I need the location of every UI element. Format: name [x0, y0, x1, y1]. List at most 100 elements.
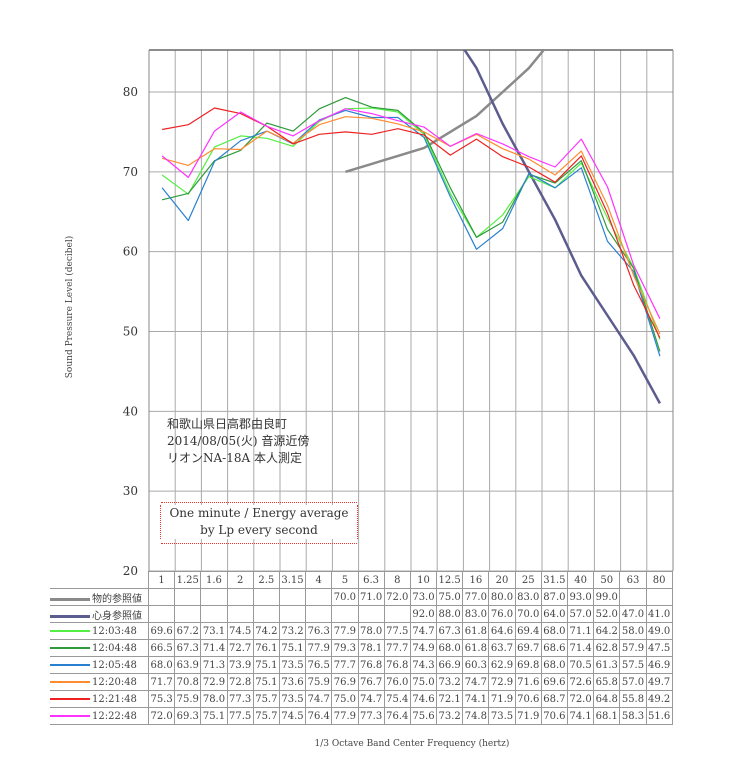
- table-cell: 78.0: [200, 690, 228, 708]
- table-cell: [226, 605, 254, 623]
- legend-entry: 12:03:48: [50, 622, 149, 640]
- table-cell: 71.7: [147, 673, 176, 691]
- table-cell: 47.0: [619, 605, 647, 623]
- table-cell: 77.0: [462, 588, 490, 606]
- table-cell: 73.1: [200, 622, 228, 640]
- table-cell: 71.4: [200, 639, 228, 657]
- table-cell: 41.0: [645, 605, 673, 623]
- series-line-1: [463, 50, 661, 404]
- table-cell: 60.3: [462, 656, 490, 674]
- table-cell: 75.1: [252, 673, 280, 691]
- table-cell: 57.5: [619, 656, 647, 674]
- table-cell: 77.7: [331, 656, 359, 674]
- table-corner: [50, 572, 149, 589]
- table-cell: 71.9: [488, 690, 516, 708]
- table-cell: 74.9: [409, 639, 438, 657]
- table-cell: 75.7: [252, 690, 280, 708]
- table-cell: 78.1: [357, 639, 385, 657]
- table-row: 心身参照値 92.0 88.0 83.0 76.0 70.0 64.0 57.0 52.0 47.…: [50, 605, 673, 623]
- x-tick-label: 1: [147, 571, 176, 589]
- annotation-date: 2014/08/05(火) 音源近傍: [167, 434, 310, 448]
- table-cell: 72.7: [226, 639, 254, 657]
- table-row: 12:20:48 71.7 70.8 72.9 72.8 75.1 73.6 75.9 76.9…: [50, 673, 673, 691]
- legend-label: 心身参照値: [92, 610, 142, 622]
- table-cell: [357, 605, 385, 623]
- table-cell: [174, 588, 202, 606]
- table-cell: 49.0: [645, 622, 673, 640]
- table-cell: 75.0: [409, 673, 438, 691]
- table-cell: 76.4: [383, 707, 411, 725]
- table-cell: 77.5: [226, 707, 254, 725]
- x-tick-label: 25: [514, 571, 542, 589]
- legend-entry: 12:04:48: [50, 639, 149, 657]
- table-cell: 76.0: [383, 673, 411, 691]
- table-cell: 68.0: [436, 639, 464, 657]
- table-cell: 75.0: [436, 588, 464, 606]
- legend-entry: 12:21:48: [50, 690, 149, 708]
- table-cell: [252, 605, 280, 623]
- table-cell: 73.9: [226, 656, 254, 674]
- x-tick-label: 1.25: [174, 571, 202, 589]
- x-tick-label: 80: [645, 571, 673, 589]
- series-line-0: [345, 50, 546, 173]
- table-cell: 75.7: [252, 707, 280, 725]
- x-tick-label: 20: [488, 571, 516, 589]
- legend-label: 物的参照値: [92, 593, 142, 605]
- table-cell: 74.5: [226, 622, 254, 640]
- table-cell: 74.5: [278, 707, 307, 725]
- table-cell: 70.6: [540, 707, 569, 725]
- table-cell: 75.6: [409, 707, 438, 725]
- table-cell: 65.8: [593, 673, 621, 691]
- table-cell: 77.9: [331, 622, 359, 640]
- table-cell: 72.0: [147, 707, 176, 725]
- y-tick-label: 80: [123, 85, 138, 99]
- table-cell: 73.2: [278, 622, 307, 640]
- table-cell: 67.3: [174, 639, 202, 657]
- table-cell: 76.0: [488, 605, 516, 623]
- table-cell: [331, 605, 359, 623]
- table-cell: 74.7: [357, 690, 385, 708]
- legend-swatch: [50, 630, 90, 632]
- series-line-5: [161, 116, 661, 335]
- y-axis-ticks: 20 30 40 50 60 70 80: [123, 85, 138, 578]
- legend-entry: 物的参照値: [50, 588, 149, 606]
- x-tick-label: 1.6: [200, 571, 228, 589]
- table-cell: 49.7: [645, 673, 673, 691]
- x-axis-label: 1/3 Octave Band Center Frequency (hertz): [314, 739, 510, 749]
- table-cell: 73.5: [278, 656, 307, 674]
- legend-entry: 12:20:48: [50, 673, 149, 691]
- legend-label: 12:03:48: [92, 625, 137, 637]
- table-cell: 75.0: [331, 690, 359, 708]
- table-cell: [645, 588, 673, 606]
- table-cell: 58.0: [619, 622, 647, 640]
- table-cell: 83.0: [462, 605, 490, 623]
- table-cell: 71.6: [514, 673, 542, 691]
- table-cell: 77.5: [383, 622, 411, 640]
- table-cell: [147, 605, 176, 623]
- table-cell: [226, 588, 254, 606]
- table-cell: 46.9: [645, 656, 673, 674]
- legend-swatch: [50, 664, 90, 666]
- table-cell: 75.1: [200, 707, 228, 725]
- table-cell: 67.3: [436, 622, 464, 640]
- table-cell: 71.1: [566, 622, 595, 640]
- table-cell: 74.7: [305, 690, 333, 708]
- table-cell: 70.6: [514, 690, 542, 708]
- table-cell: 71.0: [357, 588, 385, 606]
- table-cell: [147, 588, 176, 606]
- table-cell: 74.2: [252, 622, 280, 640]
- table-cell: 61.3: [593, 656, 621, 674]
- table-cell: 87.0: [540, 588, 569, 606]
- table-cell: 73.2: [436, 707, 464, 725]
- x-tick-label: 4: [305, 571, 333, 589]
- legend-label: 12:20:48: [92, 676, 137, 688]
- table-cell: 73.5: [488, 707, 516, 725]
- legend-swatch: [50, 647, 90, 649]
- table-cell: 63.9: [174, 656, 202, 674]
- table-cell: 76.8: [383, 656, 411, 674]
- table-cell: 72.1: [436, 690, 464, 708]
- x-tick-label: 63: [619, 571, 647, 589]
- y-tick-label: 50: [123, 325, 138, 339]
